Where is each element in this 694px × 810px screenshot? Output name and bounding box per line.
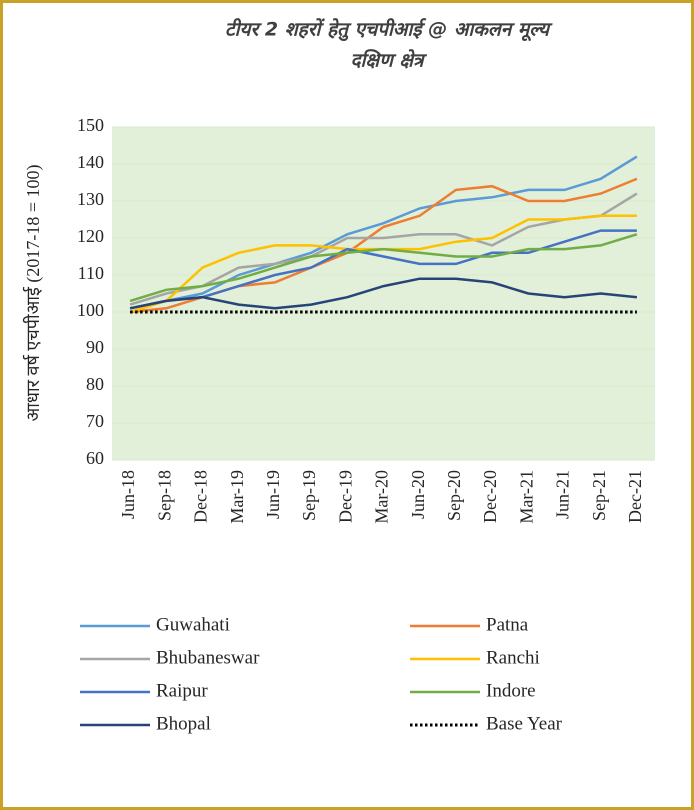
x-tick-label: Sep-20	[444, 470, 464, 521]
x-tick-label: Sep-18	[154, 470, 174, 521]
x-tick-label: Mar-19	[227, 470, 247, 524]
x-tick-label: Dec-20	[480, 470, 500, 523]
x-tick-label: Jun-21	[553, 470, 573, 519]
x-tick-label: Sep-19	[299, 470, 319, 521]
x-tick-label: Jun-19	[263, 470, 283, 519]
chart-title: टीयर 2 शहरों हेतु एचपीआई @ आकलन मूल्य	[225, 18, 553, 42]
chart-subtitle: दक्षिण क्षेत्र	[350, 49, 428, 72]
x-tick-label: Dec-19	[335, 470, 355, 523]
legend-label: Indore	[486, 680, 536, 701]
legend-label: Bhopal	[156, 713, 211, 734]
series-line	[129, 229, 637, 310]
y-axis-label: आधार वर्ष एचपीआई (2017-18 = 100)	[22, 164, 44, 421]
y-tick-label: 100	[77, 300, 104, 320]
x-tick-label: Dec-21	[625, 470, 645, 523]
legend-label: Bhubaneswar	[156, 647, 260, 668]
x-tick-label: Dec-18	[191, 470, 211, 523]
plot-area	[112, 127, 655, 460]
y-tick-label: 110	[78, 263, 104, 283]
legend-label: Raipur	[156, 680, 208, 701]
series-line	[129, 192, 638, 306]
series-line	[129, 277, 638, 310]
series-line	[129, 233, 638, 303]
series-line	[129, 155, 638, 310]
x-tick-label: Mar-21	[516, 470, 536, 524]
x-tick-label: Sep-21	[589, 470, 609, 521]
y-tick-label: 120	[77, 226, 104, 246]
y-tick-label: 150	[77, 115, 104, 135]
legend-label: Base Year	[486, 713, 563, 734]
legend-label: Ranchi	[486, 647, 540, 668]
legend-label: Guwahati	[156, 614, 230, 635]
y-tick-label: 140	[77, 152, 104, 172]
x-tick-label: Jun-20	[408, 470, 428, 519]
x-tick-label: Mar-20	[372, 470, 392, 524]
y-tick-label: 130	[77, 189, 104, 209]
y-tick-label: 70	[86, 411, 104, 431]
y-tick-label: 60	[86, 448, 104, 468]
legend-label: Patna	[486, 614, 529, 635]
y-tick-label: 80	[86, 374, 104, 394]
x-tick-label: Jun-18	[118, 470, 138, 519]
y-tick-label: 90	[86, 337, 104, 357]
